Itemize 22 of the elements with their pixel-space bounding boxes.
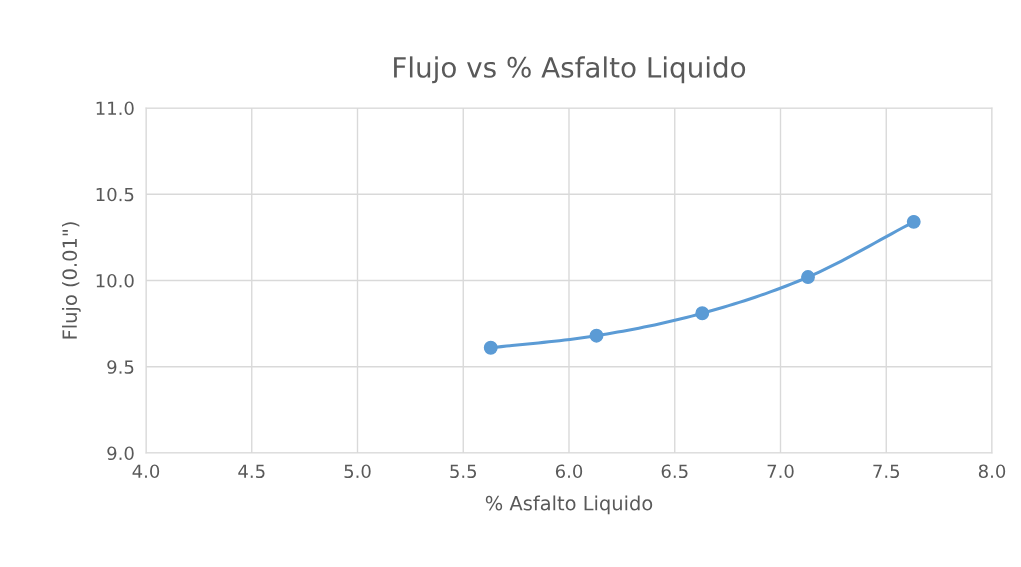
point	[695, 306, 710, 321]
chart-title: Flujo vs % Asfalto Liquido	[394, 56, 746, 84]
point	[589, 328, 604, 343]
y-tick-label: 11.0	[96, 101, 134, 116]
point	[801, 270, 815, 284]
point	[483, 340, 498, 355]
x-tick-label: 8.0	[978, 464, 1006, 479]
x-axis-title: % Asfalto Liquido	[485, 495, 653, 515]
y-tick-label: 10.5	[96, 187, 134, 202]
x-tick-label: 5.5	[450, 464, 477, 479]
y-tick-label: 10.0	[96, 273, 134, 288]
x-tick-label: 4.5	[238, 464, 265, 479]
x-tick-label: 5.0	[344, 464, 371, 479]
x-tick-label: 6.5	[661, 464, 688, 479]
y-axis-title: Flujo (0.01")	[61, 222, 81, 339]
y-tick-label: 9.5	[107, 360, 134, 374]
x-tick-label: 7.0	[767, 464, 794, 479]
point	[906, 214, 921, 229]
x-tick-label: 7.5	[873, 464, 900, 479]
x-tick-label: 6.0	[555, 464, 583, 479]
y-tick-label: 9.0	[107, 446, 134, 461]
x-tick-label: 4.0	[132, 464, 160, 479]
